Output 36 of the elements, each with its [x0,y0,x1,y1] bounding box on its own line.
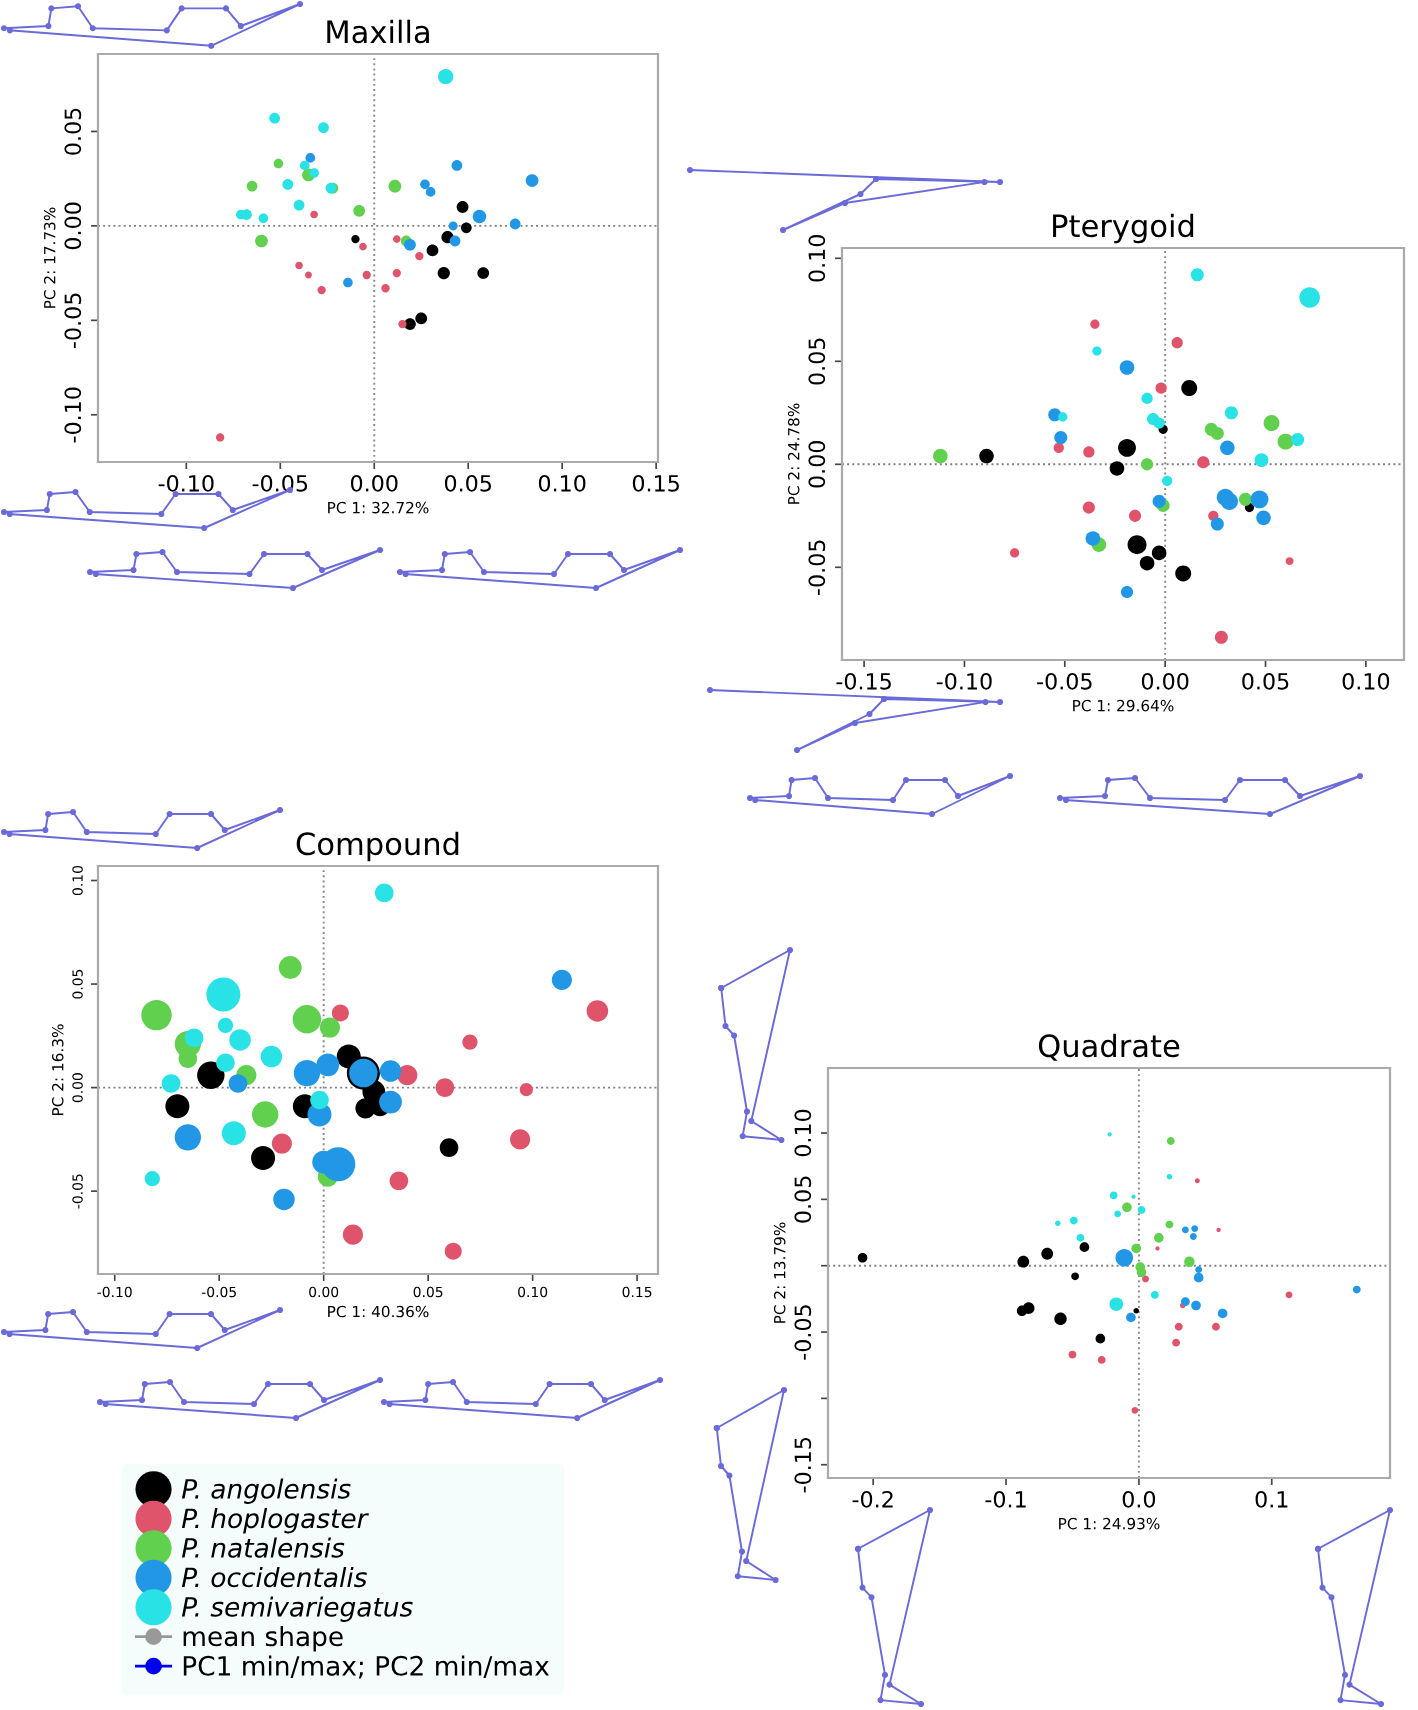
chart-title: Quadrate [1038,1033,1180,1061]
y-tick-label: 0.05 [794,1176,812,1223]
x-tick-label: -0.10 [936,672,992,690]
legend-label: P. angolensis [181,1478,351,1504]
y-tick-label: 0.10 [808,235,826,282]
y-tick-label: -0.05 [808,540,826,595]
x-tick-label: -0.15 [836,672,891,690]
x-tick-label: -0.05 [252,474,308,492]
chart-title: Maxilla [327,19,429,44]
x-tick-label: 0.0 [1122,1490,1156,1508]
x-tick-label: -0.2 [852,1490,893,1508]
y-tick-label: 0.05 [64,108,82,155]
y-tick-label: 0.10 [794,1109,812,1157]
x-tick-label: -0.05 [1037,672,1092,690]
y-tick-label: -0.10 [64,387,82,443]
chart-title: Pterygoid [1053,213,1194,244]
legend-label: P. occidentalis [181,1566,367,1588]
y-tick-label: 0.00 [64,202,82,250]
text: mean shape [183,1625,343,1652]
y-tick-label: -0.05 [64,293,82,348]
x-tick-label: 0.00 [1141,672,1189,690]
x-tick-label: 0.00 [350,474,398,492]
text: PC1 min/max; PC2 min/max [183,1655,549,1679]
legend-label: P. natalensis [181,1537,345,1558]
x-tick-label: 0.05 [1242,672,1289,690]
legend-label: P. semivariegatus [181,1596,413,1622]
x-tick-label: 0.05 [444,474,491,492]
y-tick-label: 0.05 [808,338,826,385]
x-tick-label: 0.1 [1255,1490,1288,1508]
legend-label: P. hoplogaster [181,1507,369,1534]
chart-title: Compound [296,831,459,862]
x-tick-label: 0.10 [1342,672,1390,690]
x-tick-label: -0.1 [985,1490,1026,1508]
x-tick-label: 0.15 [632,474,679,492]
x-tick-label: -0.10 [158,474,214,492]
x-tick-label: 0.10 [538,474,586,492]
